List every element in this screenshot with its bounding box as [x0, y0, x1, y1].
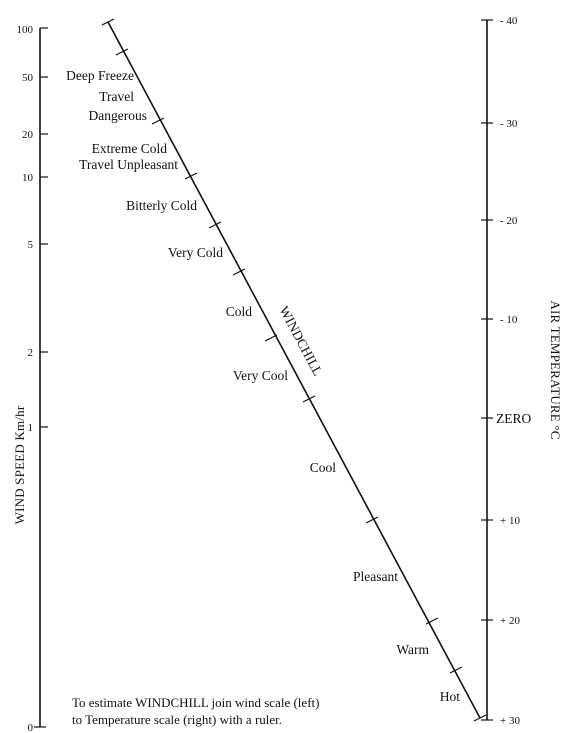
wind-tick-1: 1 — [28, 422, 34, 434]
windchill-tick-mark — [101, 18, 115, 26]
temp-tick-plus-30: + 30 — [500, 715, 520, 727]
windchill-tick-mark — [115, 48, 129, 56]
zone-label-cool: Cool — [310, 460, 337, 475]
temp-tick-minus-20: - 20 — [500, 215, 518, 227]
zone-label-extreme-cold: Extreme Cold — [92, 141, 168, 156]
zone-label-very-cool: Very Cool — [233, 368, 288, 383]
temp-tick-minus-30: - 30 — [500, 118, 518, 130]
temperature-tick-marks — [481, 19, 493, 721]
wind-tick-50: 50 — [22, 72, 34, 84]
windchill-scale: Deep Freeze Travel Dangerous Extreme Col… — [66, 18, 487, 722]
temp-tick-plus-20: + 20 — [500, 615, 520, 627]
zone-label-deep-freeze: Deep Freeze — [66, 68, 134, 83]
wind-tick-10: 10 — [22, 172, 34, 184]
temp-tick-minus-40: - 40 — [500, 15, 518, 27]
zone-label-dangerous: Dangerous — [89, 108, 147, 123]
windchill-tick-mark — [425, 617, 439, 625]
windchill-tick-mark — [365, 516, 379, 524]
windchill-tick-mark — [264, 334, 278, 342]
zone-label-cold: Cold — [226, 304, 253, 319]
temp-tick-zero: ZERO — [496, 411, 531, 426]
windchill-tick-mark — [151, 117, 165, 125]
wind-tick-marks — [34, 27, 48, 728]
windchill-tick-mark — [449, 666, 463, 674]
zone-label-bitterly-cold: Bitterly Cold — [126, 198, 197, 213]
windchill-diagonal-line — [107, 21, 481, 719]
wind-tick-5: 5 — [28, 239, 34, 251]
zone-label-warm: Warm — [396, 642, 429, 657]
temp-tick-plus-10: + 10 — [500, 515, 520, 527]
instructions-line-1: To estimate WINDCHILL join wind scale (l… — [72, 695, 319, 710]
instructions-line-2: to Temperature scale (right) with a rule… — [72, 712, 282, 727]
instructions-note: To estimate WINDCHILL join wind scale (l… — [72, 695, 319, 727]
air-temperature-axis-title: AIR TEMPERATURE °C — [548, 300, 561, 439]
wind-speed-scale: 100 50 20 10 5 2 1 0 WIND SPEED Km/hr — [12, 24, 48, 733]
windchill-tick-mark — [232, 268, 246, 276]
zone-label-very-cold: Very Cold — [168, 245, 223, 260]
windchill-scale-title: WINDCHILL — [276, 304, 325, 379]
windchill-tick-marks — [101, 18, 487, 722]
wind-tick-20: 20 — [22, 129, 34, 141]
air-temperature-scale: - 40 - 30 - 20 - 10 ZERO + 10 + 20 + 30 … — [481, 15, 561, 727]
windchill-tick-mark — [208, 221, 222, 229]
wind-tick-100: 100 — [17, 24, 34, 36]
windchill-tick-mark — [302, 395, 316, 403]
temp-tick-minus-10: - 10 — [500, 314, 518, 326]
zone-label-pleasant: Pleasant — [353, 569, 398, 584]
windchill-tick-mark — [184, 172, 198, 180]
wind-tick-2: 2 — [28, 347, 34, 359]
zone-label-travel: Travel — [99, 89, 134, 104]
zone-label-travel-unpleasant: Travel Unpleasant — [79, 157, 178, 172]
zone-label-hot: Hot — [440, 689, 460, 704]
windchill-tick-mark — [473, 714, 487, 722]
wind-tick-0: 0 — [28, 722, 34, 733]
wind-speed-axis-title: WIND SPEED Km/hr — [12, 405, 27, 524]
